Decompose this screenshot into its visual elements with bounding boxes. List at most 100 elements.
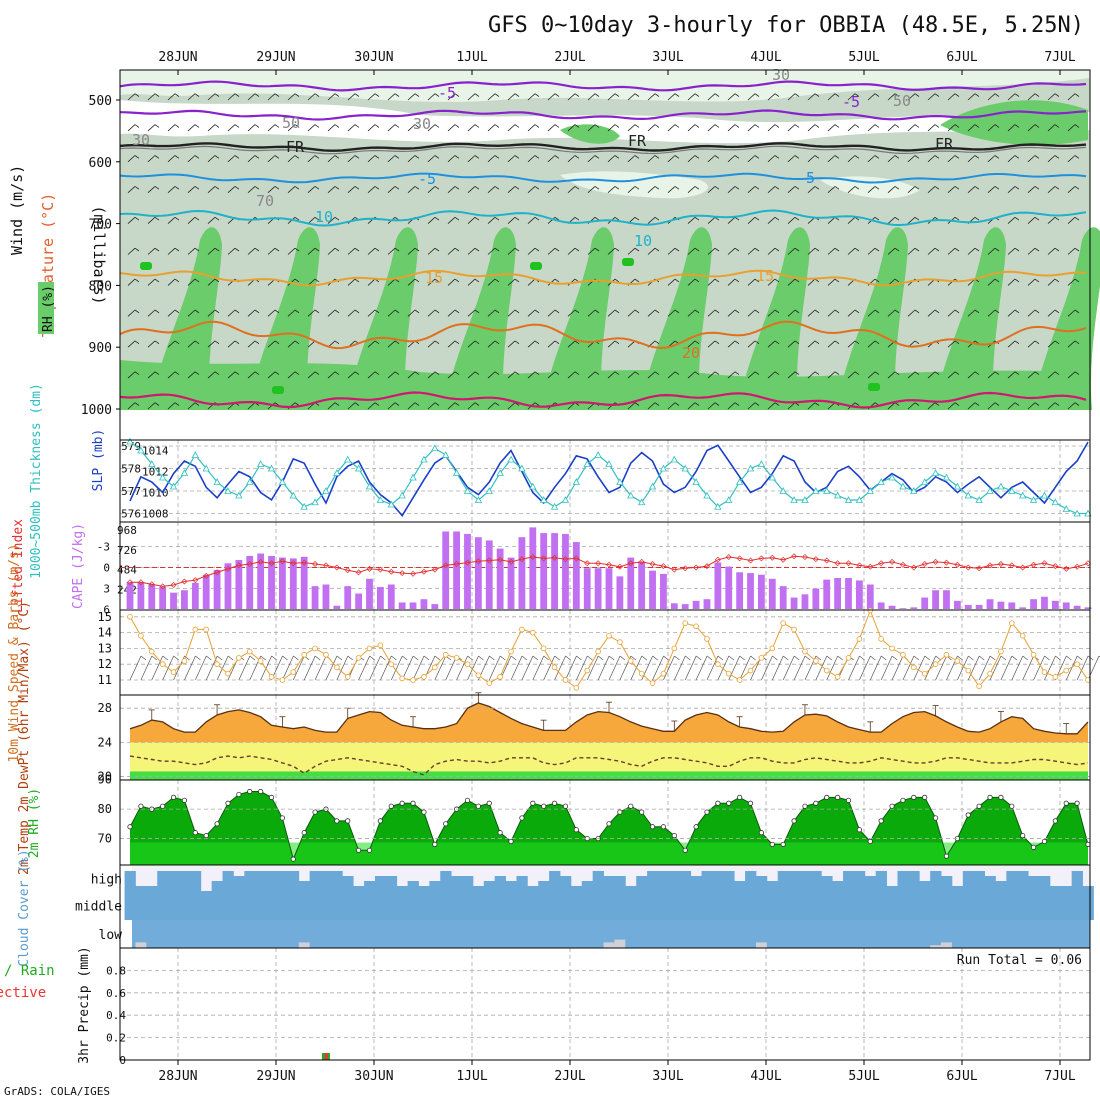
- wind-barb: [1067, 340, 1076, 348]
- x-tick-label-top: 5JUL: [848, 50, 879, 65]
- wind-barb: [674, 155, 680, 159]
- wind-barb: [1047, 371, 1056, 379]
- temperature-contour-minus5: [119, 80, 1087, 92]
- wind-barb: [127, 340, 136, 348]
- wind-barb: [607, 309, 616, 317]
- wind-barb: [767, 93, 776, 101]
- rh2m-point: [660, 824, 667, 830]
- wind-barb: [747, 247, 756, 255]
- wind-barb: [827, 340, 836, 348]
- rh2m-point: [203, 832, 209, 839]
- wind-barb: [807, 278, 816, 286]
- wind-barb: [187, 309, 196, 317]
- wind-barb: [954, 371, 960, 375]
- cape-bar: [366, 578, 373, 609]
- lifted-index-point: [540, 555, 547, 562]
- wind-barb: [547, 93, 556, 101]
- cape-bar: [1051, 600, 1059, 609]
- wind-barb: [1054, 186, 1060, 190]
- wind-barb: [234, 340, 240, 345]
- wind-barb: [867, 124, 876, 132]
- cloud-bar-high: [690, 876, 702, 891]
- wind-barb: [1027, 340, 1036, 348]
- wind-barb: [247, 371, 256, 379]
- thickness-point: [725, 496, 733, 503]
- lifted-index-point: [1063, 565, 1070, 572]
- rh2m-point: [366, 847, 373, 853]
- wind-barb: [1014, 309, 1020, 314]
- wind-barb: [314, 155, 320, 159]
- thickness-point: [322, 487, 330, 494]
- wind-barb: [914, 340, 920, 345]
- wind-barb: [254, 340, 260, 345]
- lifted-index-point: [671, 566, 678, 573]
- wind-barb: [847, 217, 856, 224]
- wind-barb: [814, 155, 820, 159]
- wind-barb: [167, 340, 176, 348]
- wind-barb: [874, 155, 880, 159]
- wind-speed-point: [312, 645, 318, 652]
- wind-barb: [494, 155, 500, 159]
- cloud-low-clear: [930, 945, 942, 948]
- wind-barb: [294, 247, 300, 252]
- cloud-bar-high: [581, 881, 594, 891]
- wind-barb: [314, 309, 320, 314]
- wind-barb: [654, 216, 660, 221]
- wind-barb: [914, 247, 920, 252]
- wind-barb: [267, 93, 276, 101]
- wind-barb: [294, 93, 300, 97]
- wind-barb-10m: [358, 655, 370, 681]
- temperature-contour-5: [119, 172, 1087, 184]
- rh2m-point: [922, 794, 928, 800]
- thickness-point: [605, 460, 613, 467]
- wind-barb: [814, 371, 820, 375]
- wind-barb: [1054, 371, 1060, 375]
- wind-barb: [1007, 155, 1016, 163]
- rh2m-point: [562, 803, 569, 809]
- rh2m-point: [639, 809, 645, 815]
- rh-moist-plume: [934, 227, 1006, 410]
- wind-barb: [287, 371, 296, 379]
- wind-barb-10m: [390, 655, 403, 681]
- wind-speed-point: [519, 626, 525, 633]
- wind-barb: [974, 402, 980, 406]
- wind-barb: [247, 247, 256, 255]
- rh2m-point: [519, 815, 525, 821]
- wind-barb: [854, 371, 860, 375]
- wind-barb: [727, 155, 736, 163]
- wind-barb-10m: [685, 655, 691, 661]
- wind-barb: [154, 124, 160, 128]
- wind-barb: [547, 247, 556, 255]
- rh2m-point: [410, 800, 416, 806]
- cloud-low-clear: [135, 942, 147, 948]
- rh2m-point: [312, 809, 318, 815]
- cloud-axis-label: Cloud Cover (%): [17, 849, 32, 966]
- wind-barb: [727, 247, 736, 255]
- wind-barb-10m: [369, 655, 381, 681]
- contour-label: 50: [282, 114, 300, 132]
- wind-barb: [1014, 340, 1020, 345]
- lifted-index-point: [649, 561, 656, 567]
- wind-barb-10m: [488, 655, 501, 681]
- wind-speed-point: [225, 670, 231, 677]
- thickness-point: [540, 496, 548, 503]
- wind-barb: [454, 371, 460, 375]
- lifted-index-point: [562, 556, 569, 563]
- wind-barb: [227, 371, 236, 379]
- cape-bar: [790, 597, 798, 609]
- wind-barb: [827, 124, 836, 132]
- wind-barb: [467, 186, 476, 193]
- wind-barb: [227, 340, 236, 348]
- wind-barb: [934, 155, 940, 159]
- wind-barb: [374, 186, 380, 190]
- thickness-point: [735, 478, 744, 485]
- wind-barb: [214, 340, 220, 345]
- temperature-line: [129, 702, 1089, 735]
- wind-barb: [307, 247, 316, 255]
- wind-barb: [234, 124, 240, 128]
- wind-barb: [594, 124, 600, 128]
- wind-barb: [547, 217, 556, 224]
- wind-barb: [547, 186, 556, 193]
- wind-barb-10m: [728, 655, 741, 681]
- thickness-point: [627, 491, 635, 499]
